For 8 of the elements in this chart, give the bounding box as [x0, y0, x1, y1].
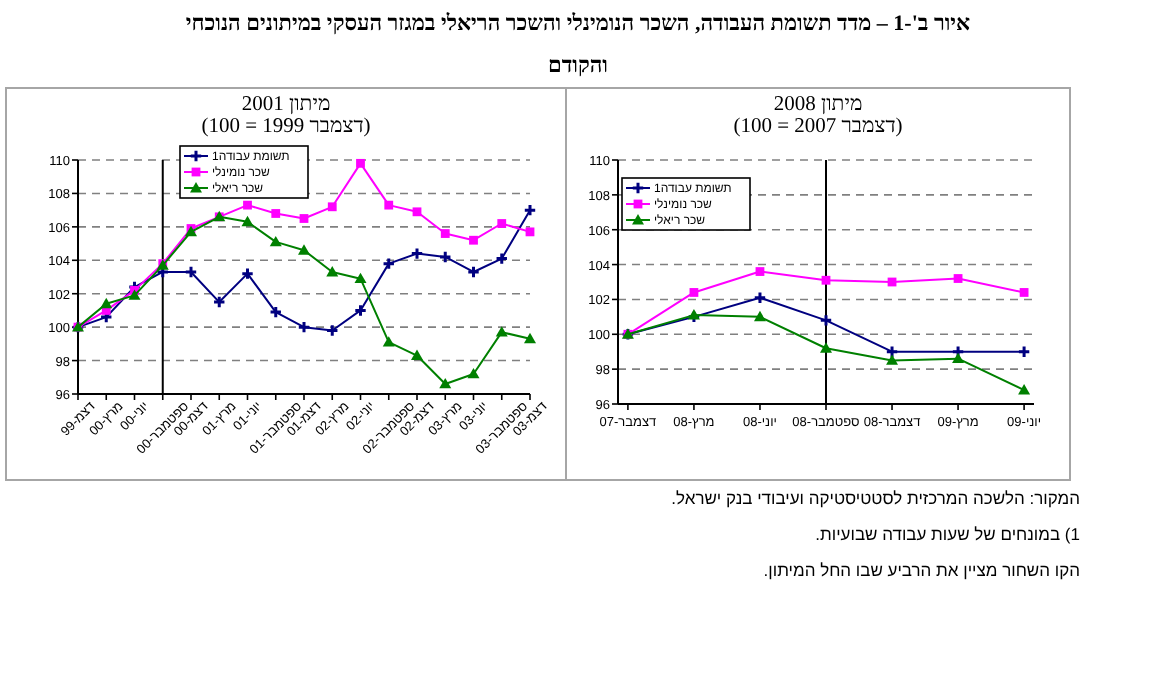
- text: איור ב'-1 – מדד תשומת העבודה, השכר הנומינלי והשכר הריאלי במגזר העסקי במיתונים הנוכחי והקודם: [185, 10, 971, 78]
- chart-subtitle: (דצמבר 2007 = 100): [733, 116, 904, 138]
- chart-title: מיתון 2008: [773, 94, 863, 116]
- text: 1) במונחים של שעות עבודה שבועיות.: [815, 524, 1081, 544]
- chart-subtitle: (דצמבר 1999 = 100): [201, 116, 372, 138]
- chart-title: מיתון 2001: [241, 94, 331, 116]
- text: הקו השחור מציין את הרביע שבו החל המיתון.: [763, 560, 1080, 580]
- text: המקור: הלשכה המרכזית לסטטיסטיקה ועיבודי בנק ישראל.: [671, 488, 1080, 508]
